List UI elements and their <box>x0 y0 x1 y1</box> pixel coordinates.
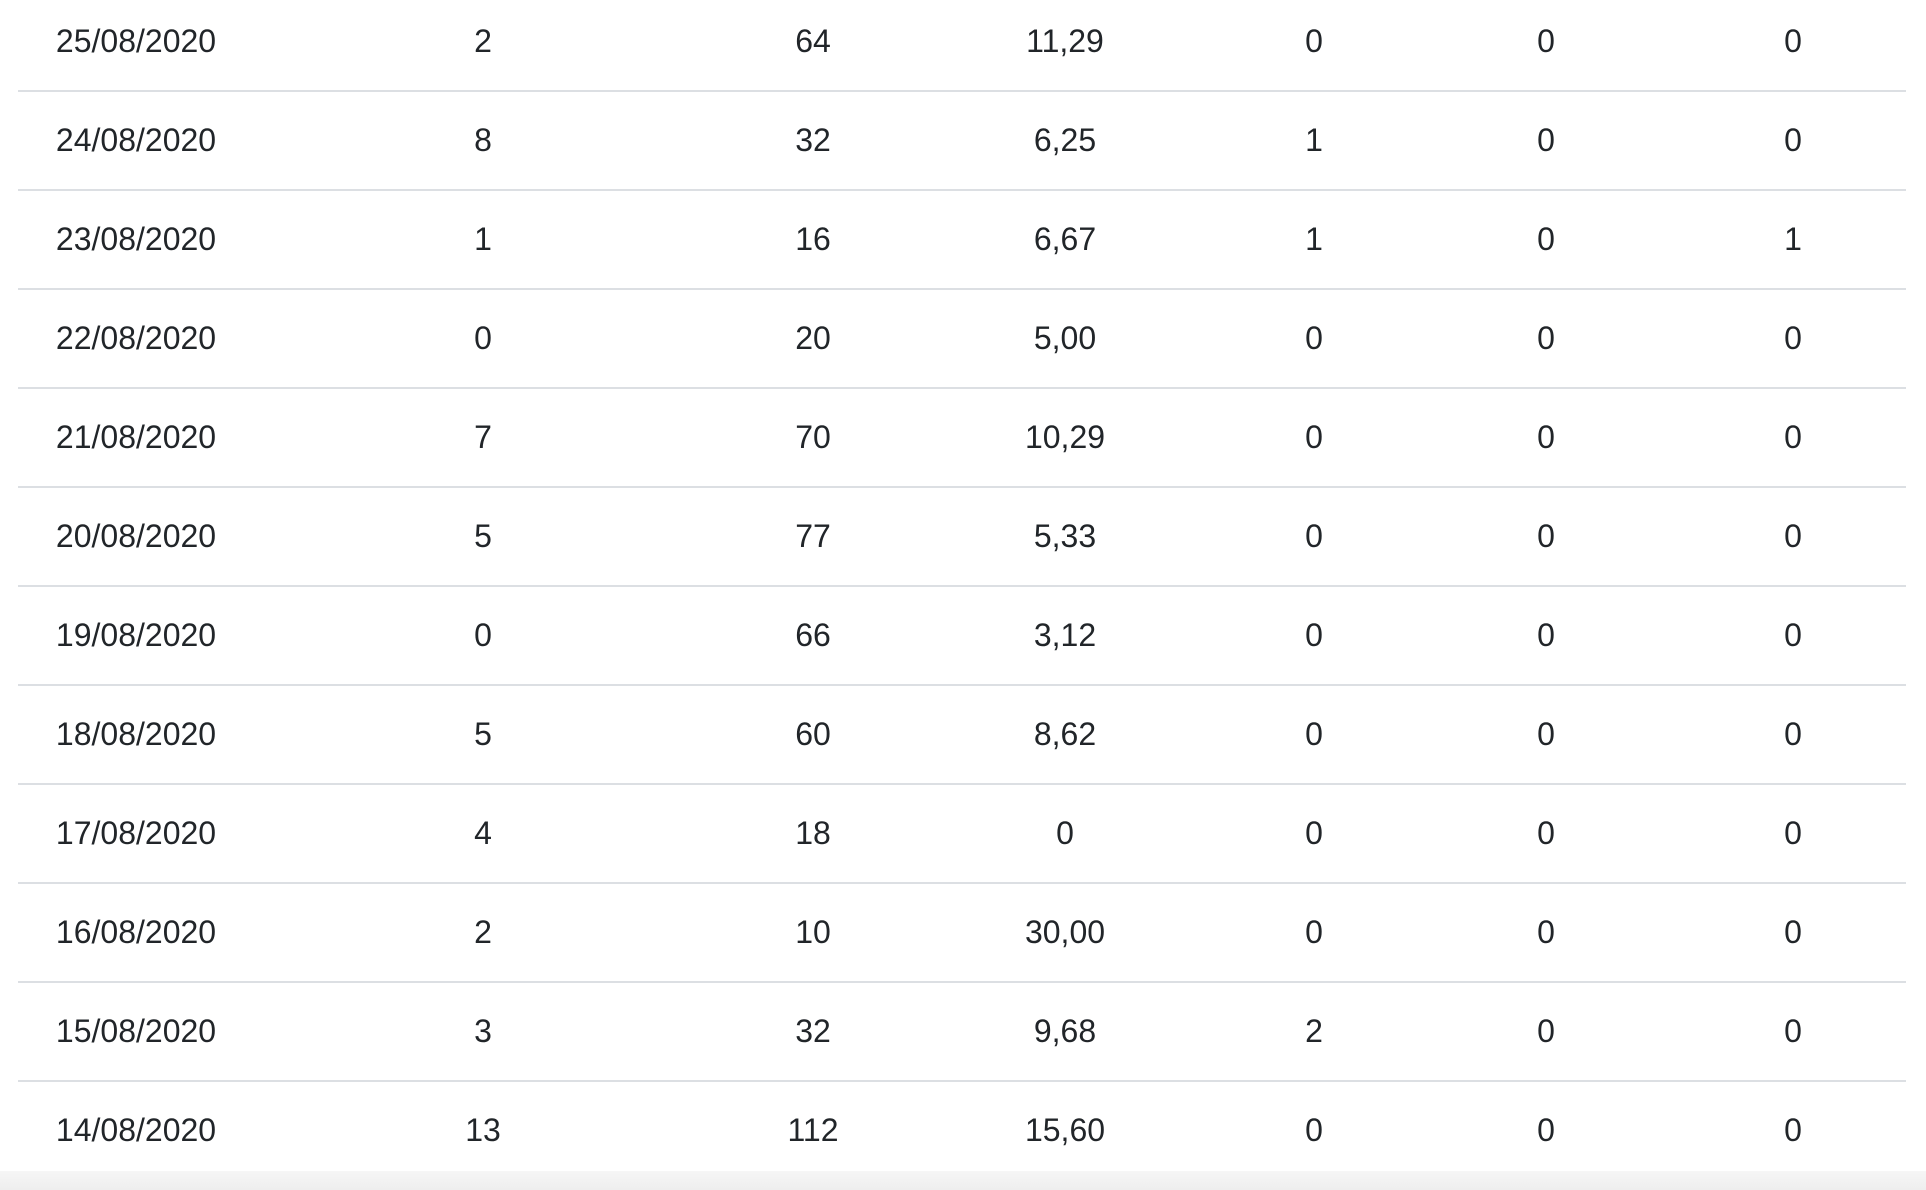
value-cell: 0 <box>1680 0 1906 92</box>
value-cell: 0 <box>1680 685 1906 785</box>
value-cell: 20 <box>712 289 914 389</box>
table-row: 18/08/2020 5 60 8,62 0 0 0 <box>18 685 1906 785</box>
value-cell: 2 <box>1216 982 1412 1082</box>
value-cell: 0 <box>1216 0 1412 92</box>
value-cell: 64 <box>712 0 914 92</box>
value-cell: 6,25 <box>914 91 1216 191</box>
value-cell: 0 <box>1412 883 1680 983</box>
value-cell: 0 <box>1680 487 1906 587</box>
table-row: 23/08/2020 1 16 6,67 1 0 1 <box>18 190 1906 290</box>
date-cell: 25/08/2020 <box>18 0 254 92</box>
value-cell: 32 <box>712 91 914 191</box>
value-cell: 10,29 <box>914 388 1216 488</box>
value-cell: 3 <box>254 982 712 1082</box>
value-cell: 0 <box>1412 388 1680 488</box>
value-cell: 0 <box>1680 883 1906 983</box>
value-cell: 0 <box>1412 586 1680 686</box>
value-cell: 5,33 <box>914 487 1216 587</box>
value-cell: 0 <box>1216 289 1412 389</box>
date-cell: 24/08/2020 <box>18 91 254 191</box>
bottom-shadow <box>0 1171 1926 1190</box>
date-cell: 23/08/2020 <box>18 190 254 290</box>
value-cell: 60 <box>712 685 914 785</box>
value-cell: 0 <box>1216 388 1412 488</box>
value-cell: 0 <box>1216 883 1412 983</box>
value-cell: 0 <box>254 586 712 686</box>
value-cell: 6,67 <box>914 190 1216 290</box>
table-row: 20/08/2020 5 77 5,33 0 0 0 <box>18 487 1906 587</box>
value-cell: 16 <box>712 190 914 290</box>
table-body: 25/08/2020 2 64 11,29 0 0 0 24/08/2020 8 32 6,25 1 0… <box>18 0 1906 1181</box>
value-cell: 1 <box>254 190 712 290</box>
date-cell: 18/08/2020 <box>18 685 254 785</box>
value-cell: 66 <box>712 586 914 686</box>
value-cell: 10 <box>712 883 914 983</box>
value-cell: 9,68 <box>914 982 1216 1082</box>
date-cell: 17/08/2020 <box>18 784 254 884</box>
value-cell: 13 <box>254 1081 712 1181</box>
value-cell: 4 <box>254 784 712 884</box>
date-cell: 22/08/2020 <box>18 289 254 389</box>
value-cell: 0 <box>1216 685 1412 785</box>
value-cell: 70 <box>712 388 914 488</box>
value-cell: 5 <box>254 685 712 785</box>
value-cell: 77 <box>712 487 914 587</box>
data-table: 25/08/2020 2 64 11,29 0 0 0 24/08/2020 8 32 6,25 1 0… <box>18 0 1906 1181</box>
table-row: 16/08/2020 2 10 30,00 0 0 0 <box>18 883 1906 983</box>
value-cell: 11,29 <box>914 0 1216 92</box>
value-cell: 0 <box>914 784 1216 884</box>
table-row: 24/08/2020 8 32 6,25 1 0 0 <box>18 91 1906 191</box>
table-row: 15/08/2020 3 32 9,68 2 0 0 <box>18 982 1906 1082</box>
value-cell: 0 <box>1412 982 1680 1082</box>
table-row: 19/08/2020 0 66 3,12 0 0 0 <box>18 586 1906 686</box>
date-cell: 16/08/2020 <box>18 883 254 983</box>
value-cell: 0 <box>1216 784 1412 884</box>
value-cell: 0 <box>1412 289 1680 389</box>
value-cell: 5,00 <box>914 289 1216 389</box>
value-cell: 1 <box>1216 190 1412 290</box>
date-cell: 20/08/2020 <box>18 487 254 587</box>
value-cell: 0 <box>1216 487 1412 587</box>
value-cell: 0 <box>1412 190 1680 290</box>
value-cell: 2 <box>254 0 712 92</box>
value-cell: 5 <box>254 487 712 587</box>
value-cell: 32 <box>712 982 914 1082</box>
value-cell: 1 <box>1680 190 1906 290</box>
value-cell: 0 <box>254 289 712 389</box>
date-cell: 15/08/2020 <box>18 982 254 1082</box>
value-cell: 18 <box>712 784 914 884</box>
value-cell: 15,60 <box>914 1081 1216 1181</box>
value-cell: 0 <box>1680 388 1906 488</box>
value-cell: 0 <box>1680 586 1906 686</box>
value-cell: 0 <box>1680 289 1906 389</box>
table-row: 22/08/2020 0 20 5,00 0 0 0 <box>18 289 1906 389</box>
value-cell: 0 <box>1680 784 1906 884</box>
value-cell: 0 <box>1412 685 1680 785</box>
value-cell: 0 <box>1680 982 1906 1082</box>
value-cell: 8,62 <box>914 685 1216 785</box>
value-cell: 30,00 <box>914 883 1216 983</box>
value-cell: 8 <box>254 91 712 191</box>
value-cell: 3,12 <box>914 586 1216 686</box>
table-row: 14/08/2020 13 112 15,60 0 0 0 <box>18 1081 1906 1181</box>
date-cell: 21/08/2020 <box>18 388 254 488</box>
table-row: 21/08/2020 7 70 10,29 0 0 0 <box>18 388 1906 488</box>
value-cell: 0 <box>1216 1081 1412 1181</box>
date-cell: 14/08/2020 <box>18 1081 254 1181</box>
value-cell: 0 <box>1412 1081 1680 1181</box>
value-cell: 0 <box>1412 91 1680 191</box>
value-cell: 0 <box>1412 487 1680 587</box>
table-row: 17/08/2020 4 18 0 0 0 0 <box>18 784 1906 884</box>
value-cell: 0 <box>1412 784 1680 884</box>
date-cell: 19/08/2020 <box>18 586 254 686</box>
value-cell: 1 <box>1216 91 1412 191</box>
value-cell: 2 <box>254 883 712 983</box>
value-cell: 0 <box>1680 1081 1906 1181</box>
value-cell: 0 <box>1412 0 1680 92</box>
value-cell: 0 <box>1680 91 1906 191</box>
value-cell: 112 <box>712 1081 914 1181</box>
value-cell: 7 <box>254 388 712 488</box>
table-row: 25/08/2020 2 64 11,29 0 0 0 <box>18 0 1906 92</box>
value-cell: 0 <box>1216 586 1412 686</box>
